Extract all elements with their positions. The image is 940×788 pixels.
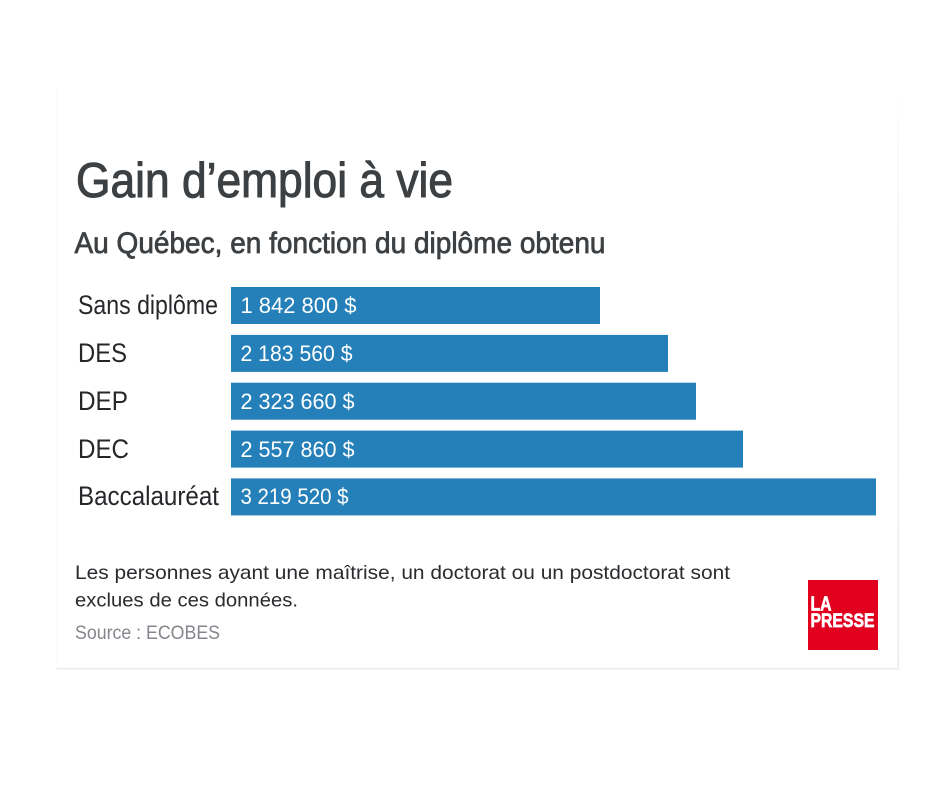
svg-text:Baccalauréat: Baccalauréat <box>78 481 219 511</box>
svg-text:LA: LA <box>811 594 832 616</box>
svg-text:PRESSE: PRESSE <box>811 610 875 632</box>
svg-text:Gain d’emploi à vie: Gain d’emploi à vie <box>76 154 453 208</box>
svg-text:Les personnes ayant une maîtri: Les personnes ayant une maîtrise, un doc… <box>75 562 731 584</box>
svg-text:2 183 560 $: 2 183 560 $ <box>241 341 353 366</box>
svg-text:2 557 860 $: 2 557 860 $ <box>241 437 355 462</box>
svg-text:Au Québec, en fonction du dipl: Au Québec, en fonction du diplôme obtenu <box>75 227 606 260</box>
svg-text:DES: DES <box>78 338 127 368</box>
svg-text:DEC: DEC <box>78 434 129 464</box>
svg-text:Sans diplôme: Sans diplôme <box>78 290 218 320</box>
svg-text:3 219 520 $: 3 219 520 $ <box>241 484 349 509</box>
svg-text:DEP: DEP <box>78 386 128 416</box>
svg-text:2 323 660 $: 2 323 660 $ <box>241 389 355 414</box>
svg-text:exclues de ces données.: exclues de ces données. <box>75 590 298 612</box>
svg-text:1 842 800 $: 1 842 800 $ <box>241 293 357 318</box>
svg-text:Source : ECOBES: Source : ECOBES <box>75 622 220 644</box>
